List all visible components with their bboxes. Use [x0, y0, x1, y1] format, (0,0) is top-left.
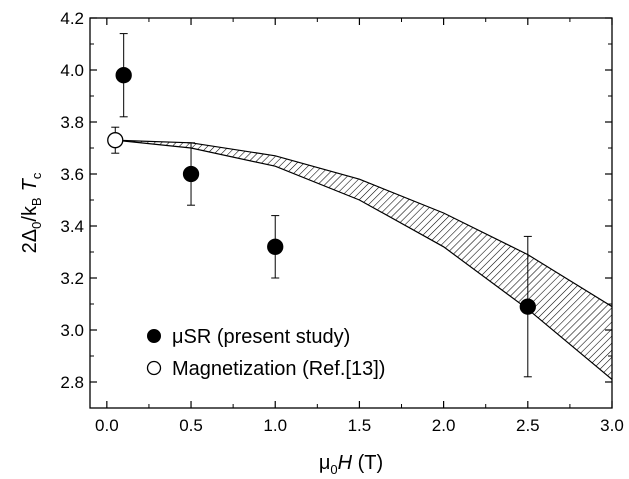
hatched-band — [115, 140, 612, 380]
data-point-musr — [182, 165, 200, 183]
plot-frame — [89, 17, 613, 409]
data-points — [107, 67, 536, 315]
x-tick-label: 1.5 — [348, 416, 372, 435]
legend-marker-open — [146, 360, 162, 376]
y-tick-label: 3.0 — [60, 321, 84, 340]
legend-label-musr: μSR (present study) — [172, 326, 350, 348]
y-tick-label: 3.6 — [60, 165, 84, 184]
legend-marker-filled — [147, 329, 161, 343]
y-tick-label: 4.2 — [60, 9, 84, 28]
y-tick-label: 3.2 — [60, 269, 84, 288]
x-tick-label: 2.5 — [516, 416, 540, 435]
y-axis-label: 2Δ0/kBTc — [19, 172, 44, 253]
y-tick-label: 3.8 — [60, 113, 84, 132]
legend-label-magnetization: Magnetization (Ref.[13]) — [172, 358, 385, 380]
data-point-musr — [519, 298, 536, 315]
x-tick-labels: 0.0 0.5 1.0 1.5 2.0 2.5 3.0 — [95, 416, 624, 435]
legend: μSR (present study) Magnetization (Ref.[… — [146, 326, 385, 380]
y-tick-labels: 2.8 3.0 3.2 3.4 3.6 3.8 4.0 4.2 — [60, 9, 84, 392]
x-axis-label: μ0H (T) — [319, 452, 383, 477]
x-tick-label: 0.0 — [95, 416, 119, 435]
data-point-musr — [115, 67, 132, 84]
y-tick-label: 4.0 — [60, 61, 84, 80]
data-point-magnetization — [107, 132, 124, 149]
axis-ticks — [90, 17, 613, 408]
x-tick-label: 2.0 — [432, 416, 456, 435]
x-tick-label: 3.0 — [600, 416, 624, 435]
y-tick-label: 2.8 — [60, 373, 84, 392]
x-tick-label: 0.5 — [179, 416, 203, 435]
data-point-musr — [267, 238, 284, 255]
x-tick-label: 1.0 — [263, 416, 287, 435]
y-tick-label: 3.4 — [60, 217, 84, 236]
